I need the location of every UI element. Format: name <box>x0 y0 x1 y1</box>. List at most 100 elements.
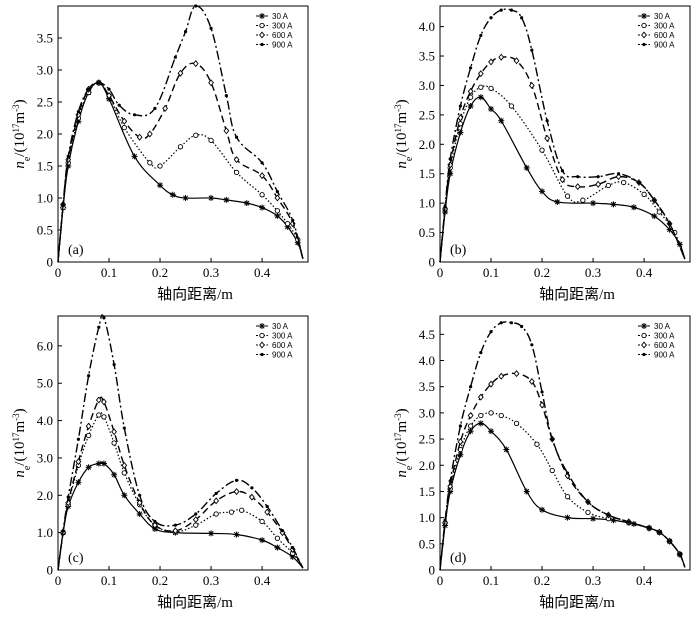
legend-item-300-a: 300 A <box>654 22 675 31</box>
data-point-900-a <box>224 94 228 98</box>
x-tick-label: 0.4 <box>636 573 653 588</box>
data-point-30-a <box>590 515 597 522</box>
data-point-600-a <box>467 87 474 95</box>
data-point-300-a <box>478 84 484 90</box>
data-point-30-a <box>457 129 464 136</box>
y-tick-label: 0 <box>47 563 54 578</box>
x-tick-label: 0.1 <box>101 573 117 588</box>
legend-item-30-a: 30 A <box>272 12 289 21</box>
data-point-600-a <box>457 438 464 446</box>
y-tick-label: 2.0 <box>419 458 435 473</box>
data-point-900-a <box>667 539 672 543</box>
data-point-30-a <box>666 226 673 233</box>
data-point-30-a <box>457 451 464 458</box>
data-point-900-a <box>520 16 524 20</box>
x-tick-label: 0.2 <box>152 265 168 280</box>
x-axis-label: 轴向距离/m <box>157 594 233 611</box>
data-point-900-a <box>448 479 452 483</box>
data-point-600-a <box>447 161 454 169</box>
data-point-300-a <box>467 423 474 429</box>
plot-frame <box>57 5 309 263</box>
data-point-900-a <box>112 362 116 367</box>
data-point-900-a <box>616 172 621 176</box>
data-point-30-a <box>610 201 617 208</box>
data-point-300-a <box>605 182 612 189</box>
data-point-900-a <box>443 204 447 208</box>
y-tick-label: 5.0 <box>37 376 53 391</box>
data-point-600-a <box>559 176 566 184</box>
legend-marker <box>641 332 647 339</box>
series-900-a <box>439 8 686 263</box>
data-point-300-a <box>259 518 265 525</box>
data-point-900-a <box>117 103 121 107</box>
data-point-30-a <box>467 428 474 435</box>
data-point-900-a <box>550 437 554 441</box>
data-point-900-a <box>280 529 285 533</box>
data-point-600-a <box>264 508 271 516</box>
series-600-a <box>439 370 686 571</box>
data-point-900-a <box>657 530 661 534</box>
data-point-600-a <box>498 53 505 61</box>
data-point-900-a <box>627 520 631 524</box>
data-point-600-a <box>467 411 474 420</box>
series-line-900-a <box>57 314 304 571</box>
y-tick-label: 0.5 <box>419 225 435 240</box>
data-point-600-a <box>498 372 505 380</box>
data-point-30-a <box>75 118 82 125</box>
data-point-600-a <box>457 114 464 122</box>
plot-frame <box>57 315 309 571</box>
data-point-900-a <box>122 426 126 430</box>
data-point-900-a <box>479 33 483 38</box>
data-point-900-a <box>479 351 483 355</box>
data-point-30-a <box>488 428 495 435</box>
data-point-300-a <box>534 441 540 447</box>
data-point-30-a <box>539 188 546 195</box>
data-point-300-a <box>239 507 245 513</box>
data-point-30-a <box>477 94 484 101</box>
data-point-900-a <box>530 343 534 347</box>
legend-marker <box>641 22 647 29</box>
data-point-600-a <box>177 69 184 77</box>
data-point-300-a <box>85 432 92 439</box>
x-tick-label: 0.1 <box>101 265 117 280</box>
data-point-600-a <box>488 380 494 388</box>
data-point-600-a <box>248 493 255 501</box>
data-point-600-a <box>111 428 118 436</box>
data-point-30-a <box>289 553 296 560</box>
legend-item-600-a: 600 A <box>654 31 675 40</box>
series-900-a <box>57 4 304 263</box>
y-tick-label: 0.5 <box>37 223 53 238</box>
legend-item-30-a: 30 A <box>654 12 671 21</box>
x-tick-label: 0.3 <box>585 573 601 588</box>
data-point-900-a <box>76 437 81 441</box>
series-600-a <box>439 53 686 263</box>
legend-item-600-a: 600 A <box>272 31 293 40</box>
data-point-30-a <box>243 200 250 207</box>
data-point-900-a <box>87 374 91 378</box>
legend-marker <box>260 352 264 357</box>
x-axis-label: 轴向距离/m <box>539 594 615 611</box>
data-point-600-a <box>223 127 230 135</box>
series-line-300-a <box>57 82 304 263</box>
data-point-600-a <box>513 57 520 65</box>
series-300-a <box>439 84 686 263</box>
data-point-300-a <box>478 412 484 419</box>
data-point-900-a <box>291 545 295 550</box>
data-point-600-a <box>95 396 102 404</box>
data-point-30-a <box>75 479 82 486</box>
data-point-900-a <box>214 491 218 496</box>
data-point-600-a <box>488 58 494 66</box>
data-point-30-a <box>630 204 637 211</box>
series-900-a <box>439 321 686 571</box>
data-point-900-a <box>250 486 254 490</box>
data-point-900-a <box>499 8 503 12</box>
data-point-30-a <box>284 223 291 230</box>
data-point-900-a <box>489 330 493 334</box>
data-point-900-a <box>260 161 264 165</box>
series-line-600-a <box>439 56 686 263</box>
legend-marker <box>259 22 265 29</box>
legend-item-30-a: 30 A <box>272 322 289 331</box>
y-tick-label: 3.5 <box>37 31 53 46</box>
data-point-600-a <box>121 461 128 469</box>
